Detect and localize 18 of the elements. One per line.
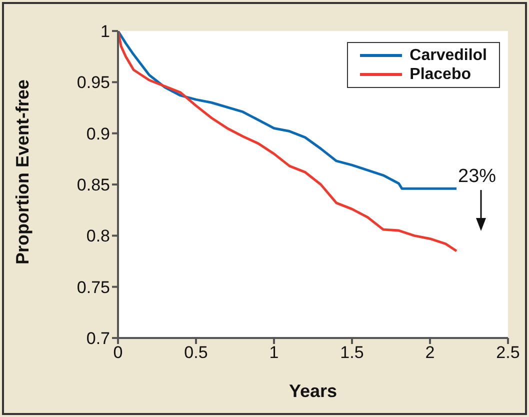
x-tick-label: 0 [113, 343, 123, 362]
annotation: 23% [458, 166, 496, 188]
y-tick-label: 1 [100, 22, 110, 42]
x-tick-label: 1.5 [340, 343, 364, 362]
legend-label: Carvedilol [410, 46, 487, 65]
legend-label: Placebo [410, 65, 471, 84]
x-axis-title: Years [288, 381, 338, 401]
x-tick-label: 2 [425, 343, 435, 362]
y-tick-label: 0.8 [86, 226, 110, 246]
y-tick-label: 0.75 [76, 278, 110, 297]
x-tick-label: 2.5 [496, 343, 520, 362]
x-tick-label: 1 [269, 343, 279, 362]
y-tick-label: 0.9 [86, 124, 110, 144]
x-tick-label: 0.5 [184, 343, 208, 362]
y-tick-label: 0.7 [86, 329, 110, 348]
y-axis-title: Proportion Event-free [12, 79, 32, 264]
y-tick-label: 0.85 [76, 176, 110, 195]
y-tick-label: 0.95 [76, 73, 110, 92]
